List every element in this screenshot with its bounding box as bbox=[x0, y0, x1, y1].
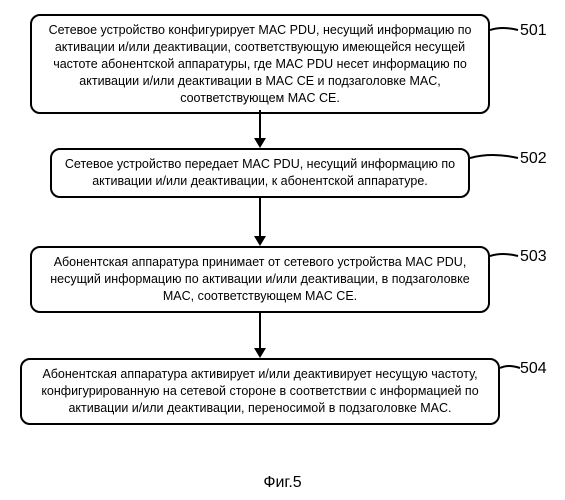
callout-501 bbox=[490, 20, 520, 40]
arrow-1-line bbox=[259, 110, 261, 138]
step-text: Сетевое устройство передает MAC PDU, нес… bbox=[65, 157, 455, 188]
step-text: Абонентская аппаратура принимает от сете… bbox=[50, 255, 470, 303]
step-box-501: Сетевое устройство конфигурирует MAC PDU… bbox=[30, 14, 490, 114]
callout-503 bbox=[490, 246, 520, 266]
figure-caption: Фиг.5 bbox=[0, 474, 565, 492]
arrow-3-line bbox=[259, 312, 261, 348]
step-label-504: 504 bbox=[520, 360, 547, 378]
arrow-1-head bbox=[254, 138, 266, 148]
callout-504 bbox=[500, 358, 522, 378]
step-label-502: 502 bbox=[520, 150, 547, 168]
step-box-502: Сетевое устройство передает MAC PDU, нес… bbox=[50, 148, 470, 198]
step-label-501: 501 bbox=[520, 22, 547, 40]
step-box-504: Абонентская аппаратура активирует и/или … bbox=[20, 358, 500, 425]
arrow-2-head bbox=[254, 236, 266, 246]
arrow-2-line bbox=[259, 198, 261, 236]
arrow-3-head bbox=[254, 348, 266, 358]
step-text: Абонентская аппаратура активирует и/или … bbox=[41, 367, 478, 415]
flowchart-container: Сетевое устройство конфигурирует MAC PDU… bbox=[0, 0, 565, 500]
step-label-503: 503 bbox=[520, 248, 547, 266]
step-text: Сетевое устройство конфигурирует MAC PDU… bbox=[49, 23, 472, 105]
step-box-503: Абонентская аппаратура принимает от сете… bbox=[30, 246, 490, 313]
callout-502 bbox=[470, 148, 520, 168]
